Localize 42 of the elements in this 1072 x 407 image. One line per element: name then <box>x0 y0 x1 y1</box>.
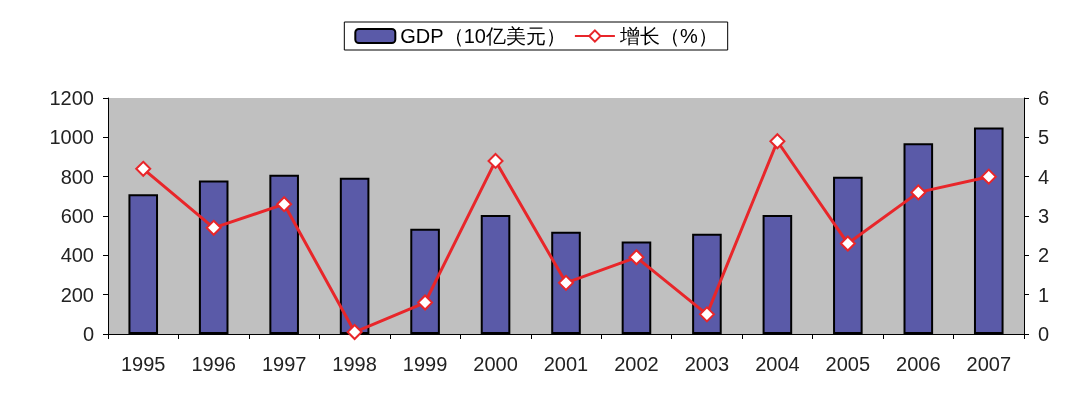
x-tick-label: 2001 <box>543 353 589 375</box>
x-tick-label: 2002 <box>614 353 659 375</box>
y-tick-label: 1200 <box>49 87 94 109</box>
x-tick-label: 2004 <box>755 353 800 375</box>
point <box>698 306 715 323</box>
legend-label: 增长（%） <box>618 25 718 47</box>
y-tick-label: 800 <box>60 165 94 188</box>
point <box>558 274 574 291</box>
x-tick-label: 1996 <box>191 353 236 375</box>
x-tick-label: 2005 <box>825 353 871 375</box>
x-tick-label: 2006 <box>896 353 941 375</box>
y2-tick-label: 1 <box>1038 283 1050 306</box>
point <box>417 294 434 311</box>
x-tick-label: 1999 <box>402 353 448 375</box>
x-tick-label: 1997 <box>261 353 307 375</box>
point <box>839 235 856 252</box>
legend-label: GDP（10亿美元） <box>400 25 566 47</box>
point <box>628 249 645 266</box>
y-tick-label: 600 <box>60 205 94 227</box>
point <box>135 160 152 177</box>
x-tick-label: 2000 <box>473 353 518 375</box>
x-tick-label: 1995 <box>120 353 166 375</box>
point <box>769 133 786 150</box>
x-tick-label: 2003 <box>684 353 730 375</box>
y-tick-label: 200 <box>60 283 94 306</box>
point <box>980 168 997 185</box>
y2-tick-label: 0 <box>1038 323 1050 345</box>
point <box>276 196 293 213</box>
y-tick-label: 400 <box>60 244 94 267</box>
y-tick-label: 1000 <box>49 126 94 149</box>
point <box>910 184 927 201</box>
y2-tick-label: 3 <box>1038 205 1050 227</box>
y2-tick-label: 6 <box>1038 87 1050 109</box>
point <box>487 152 504 169</box>
x-tick-label: 1998 <box>332 353 377 375</box>
y2-tick-label: 4 <box>1038 165 1050 188</box>
y2-tick-label: 2 <box>1038 244 1050 267</box>
y-tick-label: 0 <box>82 323 94 345</box>
x-tick-label: 2007 <box>966 353 1012 375</box>
y2-tick-label: 5 <box>1038 126 1050 149</box>
point <box>205 219 222 236</box>
point <box>346 324 363 341</box>
